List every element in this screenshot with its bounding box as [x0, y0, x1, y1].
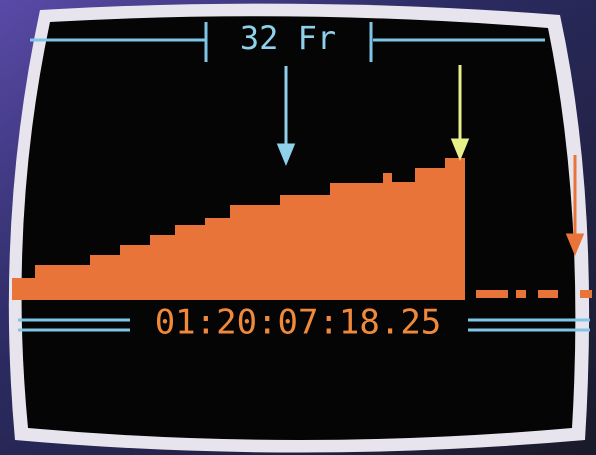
timecode: 01:20:07:18.25	[155, 303, 442, 343]
frame-count: 32 Fr	[240, 19, 336, 57]
crt-screenshot: 32 Fr 01:20:07:18.25	[0, 0, 596, 455]
